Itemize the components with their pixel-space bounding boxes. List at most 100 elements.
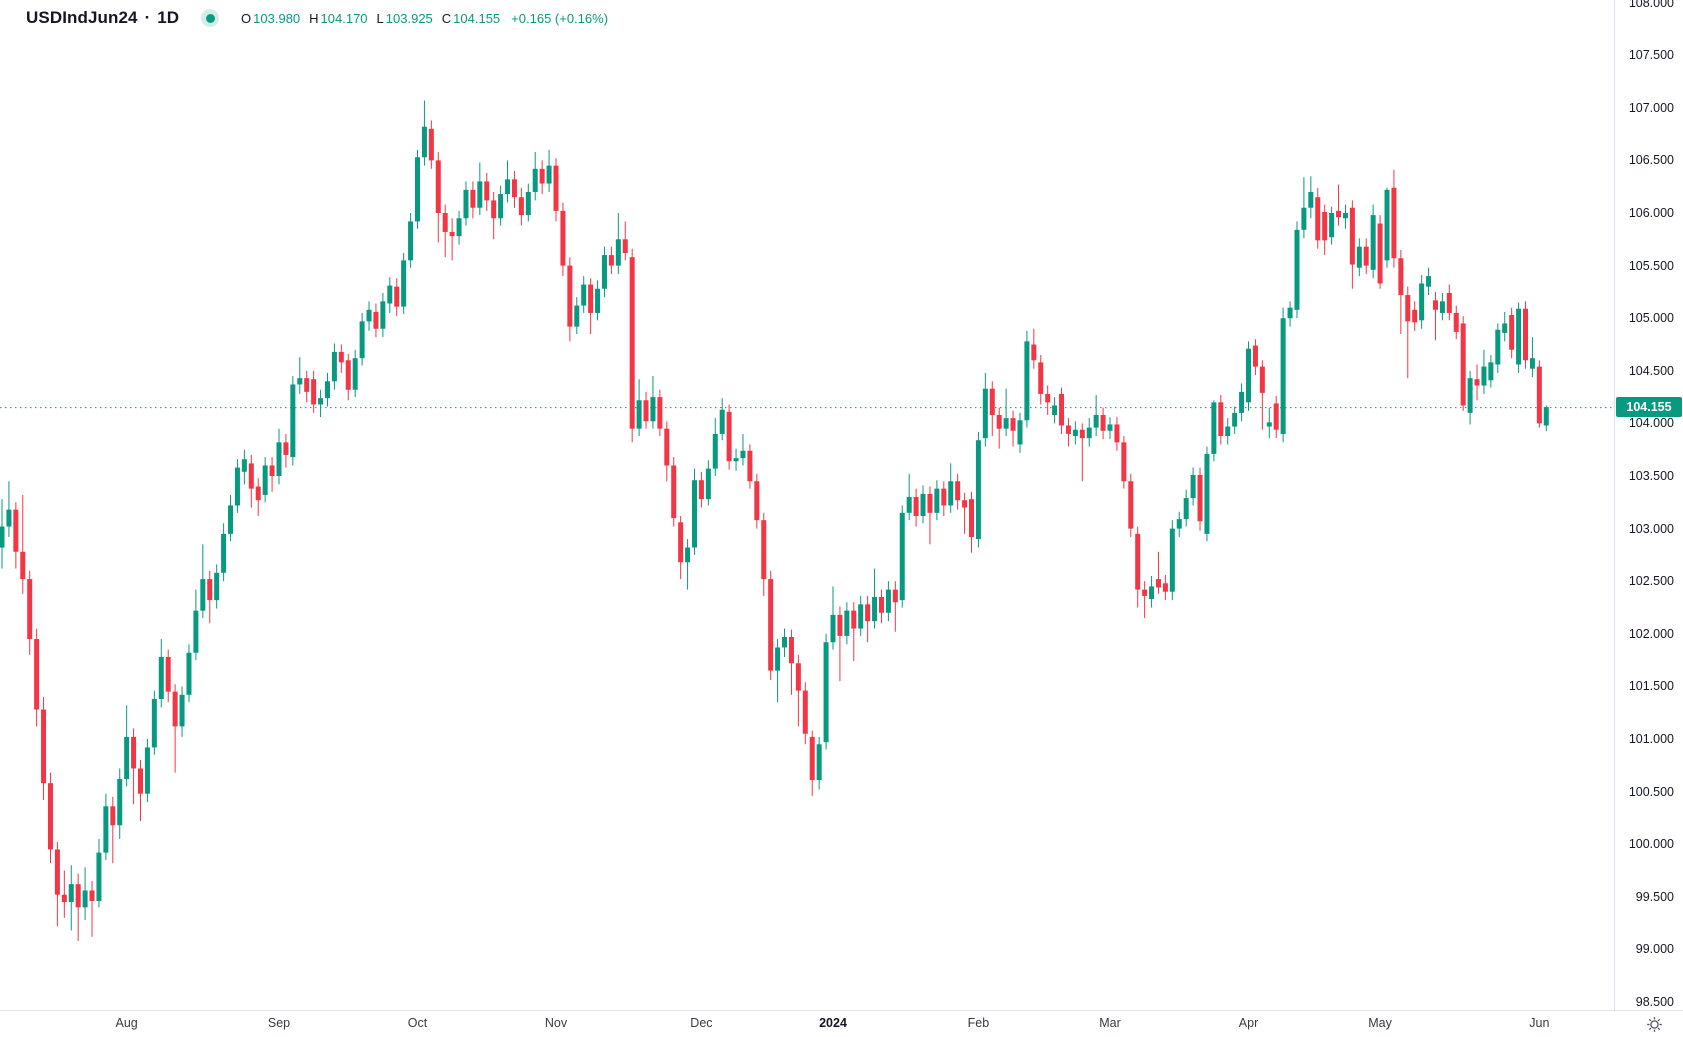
candle[interactable] bbox=[671, 457, 677, 527]
candle[interactable] bbox=[415, 149, 420, 229]
candle[interactable] bbox=[255, 478, 261, 516]
candle[interactable] bbox=[1426, 267, 1432, 296]
candle[interactable] bbox=[518, 187, 524, 226]
candle[interactable] bbox=[1239, 383, 1245, 422]
candle[interactable] bbox=[622, 221, 628, 261]
candle[interactable] bbox=[1273, 396, 1279, 439]
candle[interactable] bbox=[1502, 311, 1508, 342]
candle[interactable] bbox=[574, 297, 580, 334]
candle[interactable] bbox=[525, 183, 531, 222]
candle[interactable] bbox=[823, 633, 829, 750]
candle[interactable] bbox=[1114, 417, 1120, 451]
candle[interactable] bbox=[269, 457, 275, 492]
candle[interactable] bbox=[878, 589, 884, 624]
candle[interactable] bbox=[899, 505, 905, 608]
candle[interactable] bbox=[1453, 305, 1459, 340]
candle[interactable] bbox=[262, 457, 268, 503]
candle[interactable] bbox=[484, 173, 490, 211]
candle[interactable] bbox=[54, 842, 60, 927]
candle[interactable] bbox=[96, 838, 102, 908]
candle[interactable] bbox=[131, 728, 137, 805]
candle[interactable] bbox=[110, 796, 116, 864]
candle[interactable] bbox=[1377, 215, 1383, 289]
candle[interactable] bbox=[1481, 349, 1487, 394]
candle[interactable] bbox=[1149, 575, 1155, 608]
candle[interactable] bbox=[539, 160, 545, 195]
candle[interactable] bbox=[505, 160, 511, 203]
candle[interactable] bbox=[788, 629, 794, 695]
candle[interactable] bbox=[401, 252, 407, 314]
candle[interactable] bbox=[82, 867, 88, 920]
candle[interactable] bbox=[1197, 467, 1203, 531]
candle[interactable] bbox=[643, 391, 649, 429]
candle[interactable] bbox=[636, 379, 642, 437]
candle[interactable] bbox=[290, 376, 296, 466]
candle[interactable] bbox=[428, 120, 434, 169]
candle[interactable] bbox=[678, 515, 684, 580]
candle[interactable] bbox=[595, 280, 601, 321]
candle[interactable] bbox=[1543, 405, 1549, 432]
candle[interactable] bbox=[214, 564, 220, 609]
candle[interactable] bbox=[324, 372, 330, 407]
candle[interactable] bbox=[858, 595, 864, 636]
candle[interactable] bbox=[1308, 176, 1314, 219]
candle[interactable] bbox=[1024, 330, 1030, 428]
candle[interactable] bbox=[1301, 177, 1307, 239]
candle[interactable] bbox=[1405, 286, 1411, 379]
candle[interactable] bbox=[1059, 387, 1065, 434]
candle[interactable] bbox=[698, 471, 704, 508]
candle[interactable] bbox=[1038, 355, 1044, 405]
candle[interactable] bbox=[27, 570, 33, 655]
candle[interactable] bbox=[1031, 328, 1037, 369]
candle[interactable] bbox=[885, 581, 891, 622]
candle[interactable] bbox=[103, 793, 109, 860]
candle[interactable] bbox=[1280, 307, 1286, 443]
candle[interactable] bbox=[1190, 467, 1196, 506]
candle[interactable] bbox=[920, 485, 926, 524]
candle[interactable] bbox=[1169, 520, 1175, 601]
candle[interactable] bbox=[830, 586, 836, 650]
candle[interactable] bbox=[6, 481, 12, 538]
candle[interactable] bbox=[588, 278, 594, 334]
candle[interactable] bbox=[68, 865, 74, 931]
candle[interactable] bbox=[982, 372, 988, 447]
candle[interactable] bbox=[1384, 187, 1390, 268]
candle[interactable] bbox=[816, 736, 822, 790]
candle[interactable] bbox=[996, 407, 1002, 449]
candle[interactable] bbox=[560, 202, 566, 277]
candle[interactable] bbox=[331, 343, 337, 390]
candle[interactable] bbox=[1488, 355, 1494, 388]
candle[interactable] bbox=[775, 639, 781, 703]
candle[interactable] bbox=[172, 684, 178, 773]
candle[interactable] bbox=[1135, 526, 1141, 608]
candle[interactable] bbox=[408, 213, 414, 268]
candle[interactable] bbox=[186, 644, 192, 703]
candle[interactable] bbox=[1225, 418, 1231, 445]
candle[interactable] bbox=[768, 570, 774, 681]
candle[interactable] bbox=[906, 473, 912, 521]
candle[interactable] bbox=[913, 488, 919, 527]
candle[interactable] bbox=[1183, 489, 1189, 527]
candle[interactable] bbox=[1370, 204, 1376, 279]
candle[interactable] bbox=[13, 502, 19, 569]
candle[interactable] bbox=[989, 381, 995, 437]
candle[interactable] bbox=[553, 158, 559, 222]
candle[interactable] bbox=[1065, 418, 1071, 447]
candle[interactable] bbox=[1079, 423, 1085, 482]
candle[interactable] bbox=[1259, 360, 1265, 430]
candle[interactable] bbox=[61, 870, 67, 918]
candle[interactable] bbox=[421, 100, 427, 166]
candle[interactable] bbox=[151, 690, 157, 755]
candle[interactable] bbox=[802, 682, 808, 745]
candle[interactable] bbox=[567, 257, 573, 342]
candle[interactable] bbox=[1349, 200, 1355, 289]
candle[interactable] bbox=[144, 739, 150, 803]
candle[interactable] bbox=[511, 170, 517, 208]
candle[interactable] bbox=[761, 512, 767, 596]
candle[interactable] bbox=[1412, 301, 1418, 331]
candle[interactable] bbox=[1419, 275, 1425, 329]
candle[interactable] bbox=[1315, 187, 1321, 249]
candle[interactable] bbox=[1432, 291, 1438, 341]
candle[interactable] bbox=[1356, 238, 1362, 277]
candle[interactable] bbox=[1342, 204, 1348, 229]
